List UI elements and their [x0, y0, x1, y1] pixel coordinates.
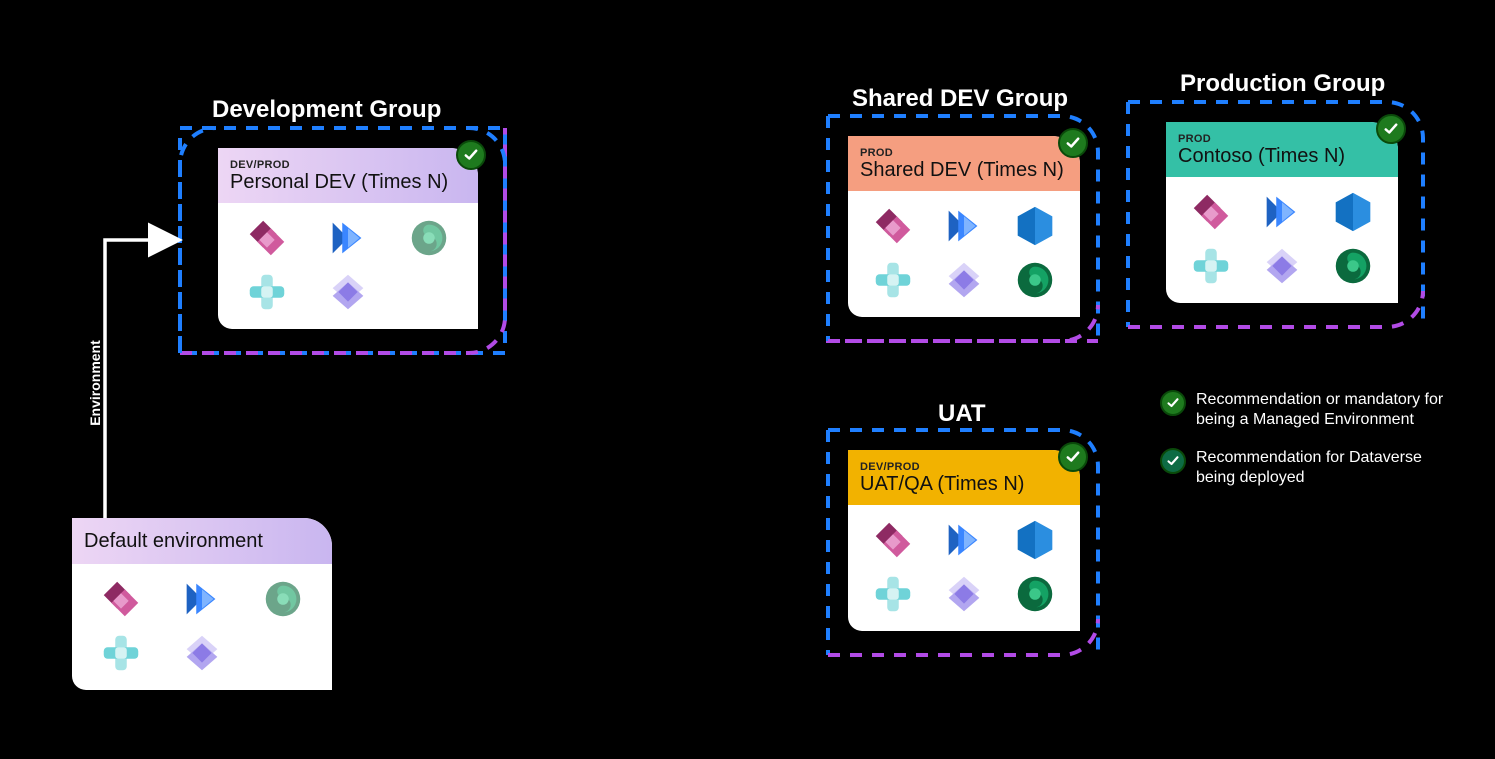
powerautomate-icon: [937, 515, 991, 565]
legend-dataverse: Recommendation for Dataverse being deplo…: [1160, 448, 1460, 488]
dataverse-icon: [1008, 255, 1062, 305]
env-card-default: Default environment: [72, 518, 332, 690]
env-tag: PROD: [1178, 133, 1384, 145]
dataverse-icon: [1326, 241, 1380, 291]
powerautomate-icon: [321, 213, 375, 263]
env-tag: PROD: [860, 147, 1066, 159]
managed-badge-icon: [1160, 390, 1186, 416]
legend: Recommendation or mandatory for being a …: [1160, 390, 1460, 506]
powerpages-icon: [1184, 241, 1238, 291]
powerbi-icon: [1008, 515, 1062, 565]
copilot-icon: [321, 267, 375, 317]
legend-managed: Recommendation or mandatory for being a …: [1160, 390, 1460, 430]
managed-badge-icon: [1376, 114, 1406, 144]
env-header-contoso: PROD Contoso (Times N): [1166, 122, 1398, 177]
env-card-shared-dev: PROD Shared DEV (Times N): [848, 136, 1080, 317]
env-header-personal-dev: DEV/PROD Personal DEV (Times N): [218, 148, 478, 203]
env-card-uat-qa: DEV/PROD UAT/QA (Times N): [848, 450, 1080, 631]
env-title: Shared DEV (Times N): [860, 159, 1066, 181]
dataverse-icon: [1008, 569, 1062, 619]
legend-text: Recommendation for Dataverse being deplo…: [1196, 448, 1460, 488]
powerapps-icon: [240, 213, 294, 263]
powerapps-icon: [866, 515, 920, 565]
dataverse-icon: [402, 213, 456, 263]
powerpages-icon: [866, 569, 920, 619]
managed-badge-icon: [456, 140, 486, 170]
env-body: [1166, 177, 1398, 303]
arrow-label-environment: Environment: [87, 340, 103, 426]
env-title: Contoso (Times N): [1178, 145, 1384, 167]
powerapps-icon: [866, 201, 920, 251]
env-body: [848, 505, 1080, 631]
copilot-icon: [937, 255, 991, 305]
env-body: [848, 191, 1080, 317]
env-title: UAT/QA (Times N): [860, 473, 1066, 495]
env-tag: DEV/PROD: [860, 461, 1066, 473]
env-header-uat: DEV/PROD UAT/QA (Times N): [848, 450, 1080, 505]
managed-badge-icon: [1058, 442, 1088, 472]
env-card-personal-dev: DEV/PROD Personal DEV (Times N): [218, 148, 478, 329]
legend-text: Recommendation or mandatory for being a …: [1196, 390, 1460, 430]
powerautomate-icon: [937, 201, 991, 251]
powerautomate-icon: [175, 574, 229, 624]
powerapps-icon: [94, 574, 148, 624]
diagram-canvas: { "canvas": { "width": 1495, "height": 7…: [0, 0, 1495, 759]
env-body: [218, 203, 478, 329]
env-header-shared-dev: PROD Shared DEV (Times N): [848, 136, 1080, 191]
env-card-contoso: PROD Contoso (Times N): [1166, 122, 1398, 303]
powerbi-icon: [1326, 187, 1380, 237]
env-header-default: Default environment: [72, 518, 332, 564]
env-title: Default environment: [84, 530, 263, 552]
env-body: [72, 564, 332, 690]
powerbi-icon: [1008, 201, 1062, 251]
powerpages-icon: [240, 267, 294, 317]
copilot-icon: [937, 569, 991, 619]
env-title: Personal DEV (Times N): [230, 171, 464, 193]
powerautomate-icon: [1255, 187, 1309, 237]
dataverse-badge-icon: [1160, 448, 1186, 474]
env-tag: DEV/PROD: [230, 159, 464, 171]
powerapps-icon: [1184, 187, 1238, 237]
dataverse-icon: [256, 574, 310, 624]
powerpages-icon: [866, 255, 920, 305]
managed-badge-icon: [1058, 128, 1088, 158]
powerpages-icon: [94, 628, 148, 678]
copilot-icon: [175, 628, 229, 678]
copilot-icon: [1255, 241, 1309, 291]
